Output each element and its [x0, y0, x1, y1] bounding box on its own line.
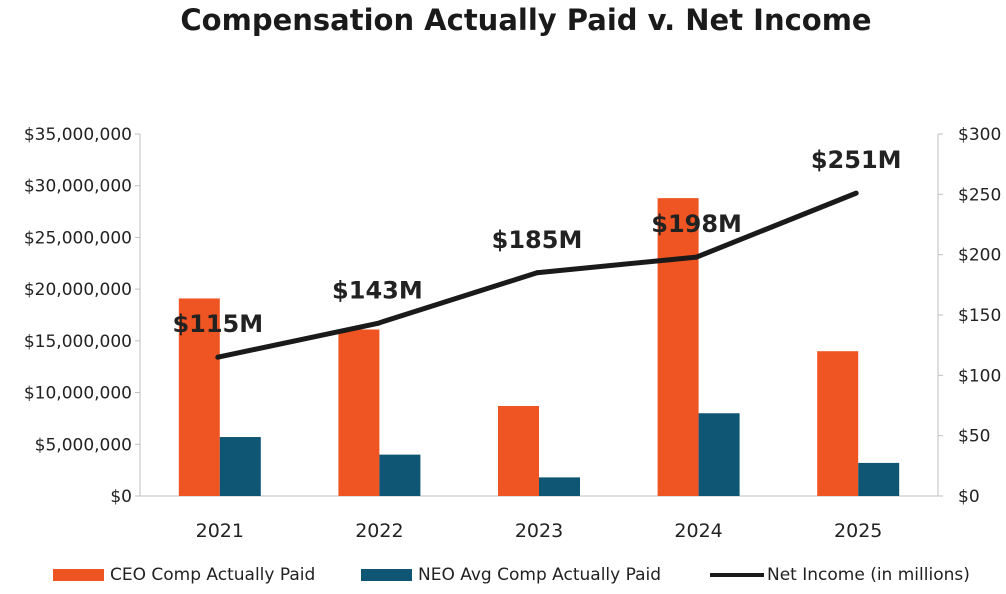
left-tick-label: $25,000,000 [24, 228, 132, 248]
x-tick-label: 2024 [674, 520, 722, 542]
left-tick-label: $15,000,000 [24, 332, 132, 352]
right-tick-label: $300 [958, 125, 1001, 145]
legend-label-ceo: CEO Comp Actually Paid [110, 565, 315, 585]
right-tick-label: $0 [958, 487, 980, 507]
legend-label-neo: NEO Avg Comp Actually Paid [418, 565, 661, 585]
legend-swatch-ceo [53, 569, 104, 581]
legend-label-net-income: Net Income (in millions) [767, 565, 970, 585]
x-tick-label: 2025 [834, 520, 882, 542]
net-income-data-label: $185M [492, 226, 583, 254]
data-labels: $115M $143M $185M $198M $251M [172, 146, 901, 338]
right-tick-label: $50 [958, 427, 990, 447]
neo-avg-comp-bar [698, 413, 740, 496]
right-tick-label: $150 [958, 306, 1001, 326]
left-tick-label: $5,000,000 [35, 435, 132, 455]
left-tick-label: $20,000,000 [24, 280, 132, 300]
net-income-data-label: $198M [651, 210, 742, 238]
x-tick-label: 2023 [515, 520, 563, 542]
right-tick-label: $100 [958, 366, 1001, 386]
net-income-point [853, 190, 859, 196]
neo-avg-comp-bar [539, 477, 580, 496]
legend: CEO Comp Actually Paid NEO Avg Comp Actua… [53, 565, 970, 585]
bars [178, 198, 900, 496]
left-tick-label: $30,000,000 [24, 177, 132, 197]
net-income-point [374, 320, 380, 326]
left-tick-label: $0 [110, 487, 132, 507]
net-income-data-label: $115M [172, 310, 263, 338]
axes: $0 $5,000,000 $10,000,000 $15,000,000 $20,00… [24, 125, 1001, 542]
net-income-data-label: $143M [332, 276, 423, 304]
neo-avg-comp-bar [219, 437, 261, 496]
left-tick-label: $35,000,000 [24, 125, 132, 145]
neo-avg-comp-bar [379, 454, 421, 496]
left-tick-label: $10,000,000 [24, 384, 132, 404]
right-tick-label: $200 [958, 246, 1001, 266]
x-tick-label: 2021 [196, 520, 244, 542]
net-income-point [694, 254, 700, 260]
net-income-point [215, 354, 221, 360]
right-tick-label: $250 [958, 185, 1001, 205]
neo-avg-comp-bar [858, 462, 900, 496]
ceo-comp-bar [498, 406, 539, 496]
legend-swatch-neo [361, 569, 412, 581]
ceo-comp-bar [178, 298, 220, 496]
net-income-point [534, 270, 540, 276]
ceo-comp-bar [817, 351, 859, 496]
net-income-data-label: $251M [811, 146, 902, 174]
net-income-line-group [215, 190, 859, 360]
x-tick-label: 2022 [355, 520, 403, 542]
ceo-comp-bar [338, 329, 380, 496]
ceo-comp-bar [657, 198, 699, 496]
chart-title: Compensation Actually Paid v. Net Income [180, 3, 871, 37]
